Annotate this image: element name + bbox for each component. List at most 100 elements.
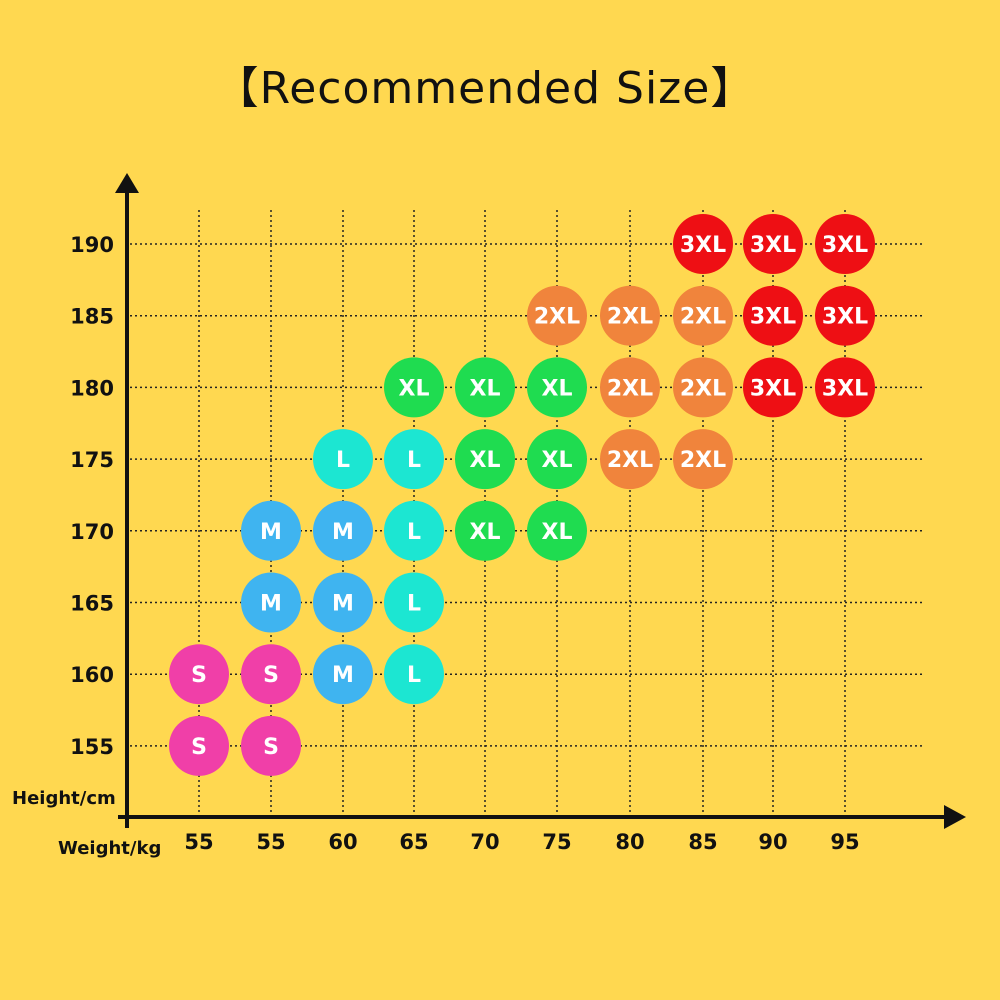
- size-label: 3XL: [822, 305, 868, 330]
- size-label: 2XL: [607, 376, 653, 401]
- size-point-xl: XL: [455, 429, 515, 490]
- size-label: S: [263, 735, 279, 760]
- size-marker: [673, 214, 733, 274]
- size-marker: [527, 429, 587, 490]
- x-tick-label: 90: [758, 830, 787, 854]
- size-label: M: [332, 592, 354, 617]
- size-point-l: L: [313, 429, 373, 490]
- y-axis-label: Height/cm: [12, 788, 116, 809]
- size-point-xl: XL: [384, 357, 444, 418]
- size-point-3xl: 3XL: [743, 285, 803, 346]
- size-point-s: S: [169, 644, 229, 705]
- size-point-2xl: 2XL: [527, 285, 587, 346]
- size-label: XL: [542, 520, 573, 545]
- y-tick-label: 175: [70, 448, 114, 472]
- x-tick-label: 80: [615, 830, 644, 854]
- size-marker: [527, 357, 587, 418]
- size-marker: [815, 357, 875, 418]
- size-marker: [743, 357, 803, 418]
- chart-title: 【Recommended Size】: [214, 63, 756, 114]
- size-label: 3XL: [822, 233, 868, 258]
- size-point-l: L: [384, 644, 444, 705]
- y-axis-arrow-icon: [115, 173, 139, 193]
- y-tick-label: 185: [70, 305, 114, 329]
- size-label: L: [407, 520, 421, 545]
- size-marker: [169, 715, 229, 776]
- size-label: S: [191, 735, 207, 760]
- size-point-3xl: 3XL: [815, 214, 875, 274]
- size-marker: [313, 429, 373, 490]
- size-point-m: M: [313, 644, 373, 705]
- size-marker: [673, 357, 733, 418]
- size-point-m: M: [313, 572, 373, 633]
- y-tick-label: 180: [70, 376, 114, 400]
- size-marker: [455, 429, 515, 490]
- size-marker: [384, 644, 444, 705]
- x-axis-label: Weight/kg: [58, 838, 161, 859]
- size-marker: [384, 500, 444, 561]
- size-point-s: S: [169, 715, 229, 776]
- size-point-2xl: 2XL: [600, 429, 660, 490]
- size-label: XL: [542, 376, 573, 401]
- size-point-l: L: [384, 500, 444, 561]
- size-label: 2XL: [680, 305, 726, 330]
- size-marker: [241, 572, 301, 633]
- size-marker: [313, 644, 373, 705]
- size-point-2xl: 2XL: [673, 429, 733, 490]
- size-label: XL: [470, 520, 501, 545]
- size-point-xl: XL: [527, 429, 587, 490]
- y-tick-label: 160: [70, 663, 114, 687]
- size-label: 3XL: [750, 305, 796, 330]
- x-tick-label: 60: [328, 830, 357, 854]
- size-label: 2XL: [680, 376, 726, 401]
- size-marker: [673, 285, 733, 346]
- size-point-2xl: 2XL: [600, 357, 660, 418]
- size-point-s: S: [241, 715, 301, 776]
- size-point-2xl: 2XL: [673, 285, 733, 346]
- size-marker: [455, 500, 515, 561]
- size-label: M: [332, 663, 354, 688]
- size-label: S: [263, 663, 279, 688]
- size-label: 3XL: [680, 233, 726, 258]
- size-marker: [743, 285, 803, 346]
- size-marker: [241, 715, 301, 776]
- size-point-m: M: [313, 500, 373, 561]
- size-marker: [384, 357, 444, 418]
- size-label: 2XL: [680, 448, 726, 473]
- size-label: 2XL: [607, 305, 653, 330]
- size-label: L: [407, 448, 421, 473]
- size-marker: [241, 644, 301, 705]
- size-point-2xl: 2XL: [673, 357, 733, 418]
- size-point-l: L: [384, 429, 444, 490]
- size-marker: [815, 214, 875, 274]
- size-marker: [241, 500, 301, 561]
- size-marker: [600, 357, 660, 418]
- size-point-m: M: [241, 572, 301, 633]
- size-marker: [313, 572, 373, 633]
- size-label: M: [332, 520, 354, 545]
- size-label: XL: [399, 376, 430, 401]
- size-point-s: S: [241, 644, 301, 705]
- size-marker: [527, 285, 587, 346]
- size-point-xl: XL: [527, 357, 587, 418]
- size-marker: [743, 214, 803, 274]
- size-label: L: [407, 663, 421, 688]
- x-tick-label: 95: [830, 830, 859, 854]
- size-point-m: M: [241, 500, 301, 561]
- size-label: 3XL: [822, 376, 868, 401]
- size-marker: [815, 285, 875, 346]
- y-tick-label: 155: [70, 735, 114, 759]
- size-point-xl: XL: [455, 500, 515, 561]
- size-point-2xl: 2XL: [600, 285, 660, 346]
- x-tick-label: 55: [256, 830, 285, 854]
- size-marker: [313, 500, 373, 561]
- size-label: 3XL: [750, 233, 796, 258]
- size-label: XL: [542, 448, 573, 473]
- size-marker: [600, 429, 660, 490]
- size-label: S: [191, 663, 207, 688]
- y-tick-label: 190: [70, 233, 114, 257]
- x-tick-label: 55: [184, 830, 213, 854]
- size-marker: [527, 500, 587, 561]
- x-tick-label: 65: [399, 830, 428, 854]
